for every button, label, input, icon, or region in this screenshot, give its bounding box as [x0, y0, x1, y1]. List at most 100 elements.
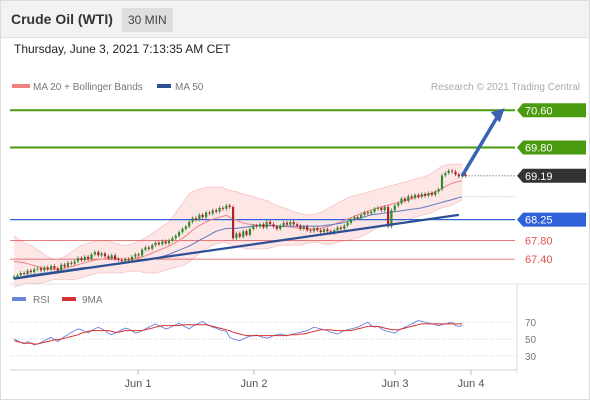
- candle: [370, 211, 373, 214]
- candle: [53, 266, 56, 269]
- candle: [464, 174, 467, 176]
- candle: [275, 226, 278, 229]
- candle: [218, 207, 221, 212]
- candle: [269, 221, 272, 225]
- level-label-pivot: 68.25: [525, 215, 553, 227]
- candle: [191, 218, 194, 222]
- candle: [285, 222, 289, 225]
- candlesticks: [12, 168, 467, 280]
- candle: [141, 249, 144, 256]
- candle: [90, 254, 93, 259]
- level-label-current: 69.19: [525, 171, 553, 183]
- candle: [29, 270, 32, 273]
- candle: [430, 193, 433, 195]
- candle: [393, 205, 396, 211]
- level-label-resistance: 69.80: [525, 143, 553, 155]
- candle: [151, 245, 154, 249]
- x-axis-label: Jun 4: [458, 378, 485, 390]
- candle: [228, 205, 231, 207]
- candle: [373, 208, 376, 212]
- candle: [127, 259, 130, 261]
- candle: [154, 242, 157, 246]
- candle: [427, 193, 430, 196]
- candle: [390, 210, 393, 227]
- candle: [76, 258, 80, 262]
- candle: [339, 227, 342, 229]
- rsi-scale-label: 30: [525, 352, 537, 363]
- candle: [201, 214, 204, 218]
- chart-header: Crude Oil (WTI) 30 MIN: [1, 1, 589, 38]
- candle: [360, 214, 363, 219]
- interval-button[interactable]: 30 MIN: [122, 8, 173, 32]
- candle: [114, 255, 117, 260]
- candle: [63, 264, 66, 267]
- candle: [110, 255, 113, 259]
- candle: [134, 254, 137, 257]
- candle: [252, 225, 255, 229]
- candle: [171, 238, 174, 241]
- rsi-ma-legend-label: 9MA: [82, 295, 103, 306]
- candle: [194, 218, 198, 220]
- candle: [336, 227, 339, 231]
- candle: [245, 231, 248, 235]
- candle: [437, 189, 440, 192]
- candle: [16, 275, 19, 277]
- candle: [302, 226, 305, 229]
- candle: [205, 212, 208, 218]
- candle: [120, 260, 123, 262]
- candle: [346, 222, 349, 226]
- candle: [440, 175, 444, 190]
- candle: [19, 273, 22, 276]
- candle: [387, 207, 390, 227]
- ma20-line: [13, 180, 463, 270]
- rsi-pane: 70 50 30: [10, 318, 537, 363]
- bollinger-legend-label: MA 20 + Bollinger Bands: [33, 82, 143, 93]
- candle: [457, 174, 460, 177]
- candle: [292, 221, 295, 225]
- candle: [424, 194, 427, 196]
- candle: [265, 221, 268, 228]
- rsi-legend-label: RSI: [33, 295, 50, 306]
- rsi-line: [13, 320, 463, 346]
- candle: [97, 252, 100, 256]
- candle: [366, 212, 369, 214]
- candle: [434, 191, 437, 195]
- level-labels: 70.60 69.80 69.19 68.25 67.80 67.40: [517, 103, 586, 266]
- candle: [309, 230, 312, 232]
- candle: [363, 212, 366, 215]
- candle: [235, 233, 238, 239]
- candle: [26, 270, 29, 274]
- candle: [262, 224, 265, 228]
- candle: [198, 214, 201, 220]
- candle: [380, 207, 383, 211]
- rsi-scale-label: 50: [525, 335, 537, 346]
- candle: [144, 247, 147, 250]
- candle: [319, 230, 322, 233]
- support-trendline: [13, 213, 459, 280]
- candle: [12, 276, 16, 279]
- rsi-legend-swatch: [12, 297, 26, 301]
- candle: [93, 252, 96, 255]
- rsi-scale-label: 70: [525, 318, 537, 329]
- candle: [383, 207, 386, 211]
- candle: [413, 194, 417, 198]
- candle: [279, 225, 282, 229]
- candle: [73, 261, 76, 264]
- candle: [137, 254, 140, 256]
- level-label-target: 70.60: [525, 105, 553, 117]
- candle: [178, 232, 181, 236]
- candle: [258, 224, 262, 227]
- instrument-title: Crude Oil (WTI): [11, 11, 113, 27]
- candle: [221, 207, 224, 209]
- candle: [23, 273, 26, 274]
- trend-overlay: [13, 108, 505, 280]
- ma50-legend-swatch: [157, 84, 171, 88]
- candle: [299, 225, 302, 229]
- candle: [130, 256, 133, 261]
- candle: [376, 207, 380, 209]
- legend: MA 20 + Bollinger Bands MA 50 Research ©…: [12, 82, 580, 93]
- level-label-support: 67.80: [525, 236, 553, 248]
- candle: [174, 235, 177, 239]
- candle: [403, 198, 406, 201]
